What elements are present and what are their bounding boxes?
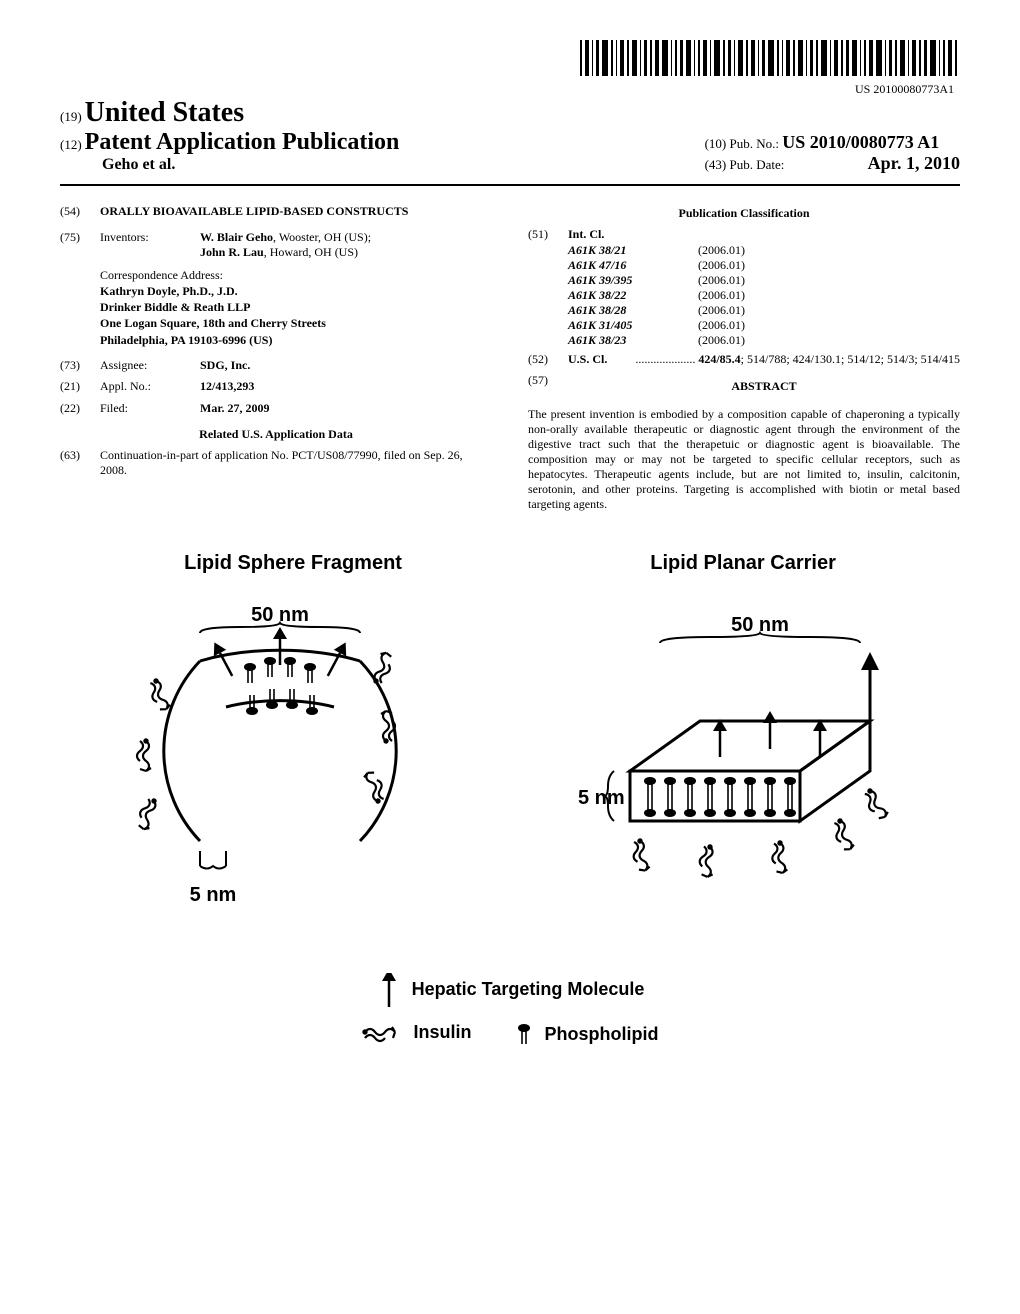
fig-dim-side-r: 5 nm: [578, 787, 625, 809]
country: United States: [85, 97, 244, 128]
legend-htm: Hepatic Targeting Molecule: [412, 979, 645, 1000]
pubno-value: US 2010/0080773 A1: [782, 132, 939, 152]
inventor-1-loc: Howard, OH (US): [270, 245, 358, 259]
filed-value: Mar. 27, 2009: [200, 401, 492, 417]
intcl-2-code: A61K 39/395: [568, 273, 698, 288]
filed-label: Filed:: [100, 401, 200, 417]
related-num: (63): [60, 448, 100, 479]
intcl-list: A61K 38/21(2006.01) A61K 47/16(2006.01) …: [568, 243, 960, 348]
phospholipid-icon: [513, 1022, 535, 1048]
intcl-3-code: A61K 38/22: [568, 288, 698, 303]
biblio-right: Publication Classification (51) Int. Cl.…: [528, 204, 960, 512]
inventors-num: (75): [60, 230, 100, 261]
legend-phospholipid: Phospholipid: [545, 1024, 659, 1045]
pubclass-head: Publication Classification: [528, 206, 960, 221]
correspondence-head: Correspondence Address:: [100, 267, 492, 283]
title-text: ORALLY BIOAVAILABLE LIPID-BASED CONSTRUC…: [100, 204, 492, 220]
intcl-0-ver: (2006.01): [698, 243, 745, 258]
intcl-4-ver: (2006.01): [698, 303, 745, 318]
inventors-value: W. Blair Geho, Wooster, OH (US); John R.…: [200, 230, 492, 261]
pubno-kicker: (10): [705, 136, 727, 151]
figure: Lipid Sphere Fragment Lipid Planar Carri…: [60, 552, 960, 1053]
intcl-label: Int. Cl.: [568, 227, 960, 243]
abstract-head: ABSTRACT: [568, 379, 960, 395]
fig-title-right: Lipid Planar Carrier: [650, 552, 836, 575]
correspondence-line-2: One Logan Square, 18th and Cherry Street…: [100, 315, 492, 331]
intcl-1-ver: (2006.01): [698, 258, 745, 273]
abstract-body: The present invention is embodied by a c…: [528, 407, 960, 512]
applno-label: Appl. No.:: [100, 379, 200, 395]
assignee-num: (73): [60, 358, 100, 374]
masthead: (19) United States (12) Patent Applicati…: [60, 97, 960, 186]
uscl-value: .................... 424/85.4; 514/788; …: [628, 352, 960, 368]
insulin-icon: [361, 1018, 403, 1048]
inventor-0-name: W. Blair Geho: [200, 230, 273, 244]
htm-icon: [376, 973, 402, 1007]
correspondence-line-0: Kathryn Doyle, Ph.D., J.D.: [100, 283, 492, 299]
biblio-left: (54) ORALLY BIOAVAILABLE LIPID-BASED CON…: [60, 204, 492, 512]
applno-value: 12/413,293: [200, 379, 492, 395]
related-text: Continuation-in-part of application No. …: [100, 448, 492, 479]
intcl-1-code: A61K 47/16: [568, 258, 698, 273]
uscl-num: (52): [528, 352, 568, 368]
kicker-19: (19): [60, 109, 82, 124]
inventors-label: Inventors:: [100, 230, 200, 261]
correspondence: Correspondence Address: Kathryn Doyle, P…: [100, 267, 492, 348]
uscl-rest: ; 514/788; 424/130.1; 514/12; 514/3; 514…: [741, 352, 960, 366]
related-head: Related U.S. Application Data: [60, 427, 492, 442]
intcl-6-ver: (2006.01): [698, 333, 745, 348]
intcl-3-ver: (2006.01): [698, 288, 745, 303]
uscl-label: U.S. Cl.: [568, 352, 628, 368]
fig-title-left: Lipid Sphere Fragment: [184, 552, 402, 575]
figure-legend: Hepatic Targeting Molecule Insulin Phosp…: [60, 973, 960, 1053]
correspondence-line-3: Philadelphia, PA 19103-6996 (US): [100, 332, 492, 348]
pubdate-label: Pub. Date:: [730, 157, 785, 172]
barcode: [60, 40, 960, 80]
legend-insulin: Insulin: [413, 1022, 471, 1043]
fig-dim-side: 5 nm: [190, 884, 237, 906]
assignee-value: SDG, Inc.: [200, 358, 492, 374]
inventor-0-loc: Wooster, OH (US): [279, 230, 368, 244]
inventor-1-name: John R. Lau: [200, 245, 264, 259]
kicker-12: (12): [60, 137, 82, 152]
intcl-2-ver: (2006.01): [698, 273, 745, 288]
uscl-bold: 424/85.4: [698, 352, 740, 366]
intcl-0-code: A61K 38/21: [568, 243, 698, 258]
pubdate-value: Apr. 1, 2010: [868, 153, 960, 173]
intcl-6-code: A61K 38/23: [568, 333, 698, 348]
pubdate-kicker: (43): [705, 157, 727, 172]
page-root: US 20100080773A1 (19) United States (12)…: [0, 0, 1020, 1073]
intcl-4-code: A61K 38/28: [568, 303, 698, 318]
filed-num: (22): [60, 401, 100, 417]
barcode-number: US 20100080773A1: [60, 82, 960, 97]
biblio: (54) ORALLY BIOAVAILABLE LIPID-BASED CON…: [60, 204, 960, 512]
title-num: (54): [60, 204, 100, 220]
doc-type: Patent Application Publication: [85, 129, 400, 155]
applno-num: (21): [60, 379, 100, 395]
authors-line: Geho et al.: [60, 156, 399, 174]
intcl-5-code: A61K 31/405: [568, 318, 698, 333]
figure-svg: 50 nm: [100, 581, 920, 961]
assignee-label: Assignee:: [100, 358, 200, 374]
intcl-num: (51): [528, 227, 568, 243]
pubno-label: Pub. No.:: [730, 136, 779, 151]
abstract-num: (57): [528, 373, 568, 401]
correspondence-line-1: Drinker Biddle & Reath LLP: [100, 299, 492, 315]
intcl-5-ver: (2006.01): [698, 318, 745, 333]
